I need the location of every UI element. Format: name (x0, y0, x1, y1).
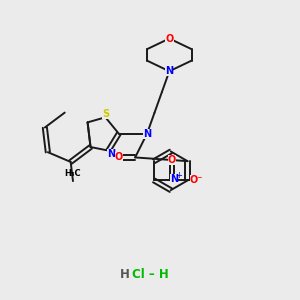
Text: S: S (102, 109, 109, 119)
Text: N: N (107, 149, 115, 159)
Text: N: N (143, 129, 151, 139)
Text: H: H (120, 268, 130, 281)
Text: O⁻: O⁻ (190, 176, 203, 185)
Text: +: + (175, 171, 182, 180)
Text: O: O (165, 34, 173, 44)
Text: O: O (115, 152, 123, 162)
Text: O: O (168, 155, 176, 165)
Text: N: N (165, 66, 173, 76)
Text: H₃C: H₃C (65, 169, 81, 178)
Text: N: N (170, 174, 178, 184)
Text: Cl – H: Cl – H (132, 268, 168, 281)
